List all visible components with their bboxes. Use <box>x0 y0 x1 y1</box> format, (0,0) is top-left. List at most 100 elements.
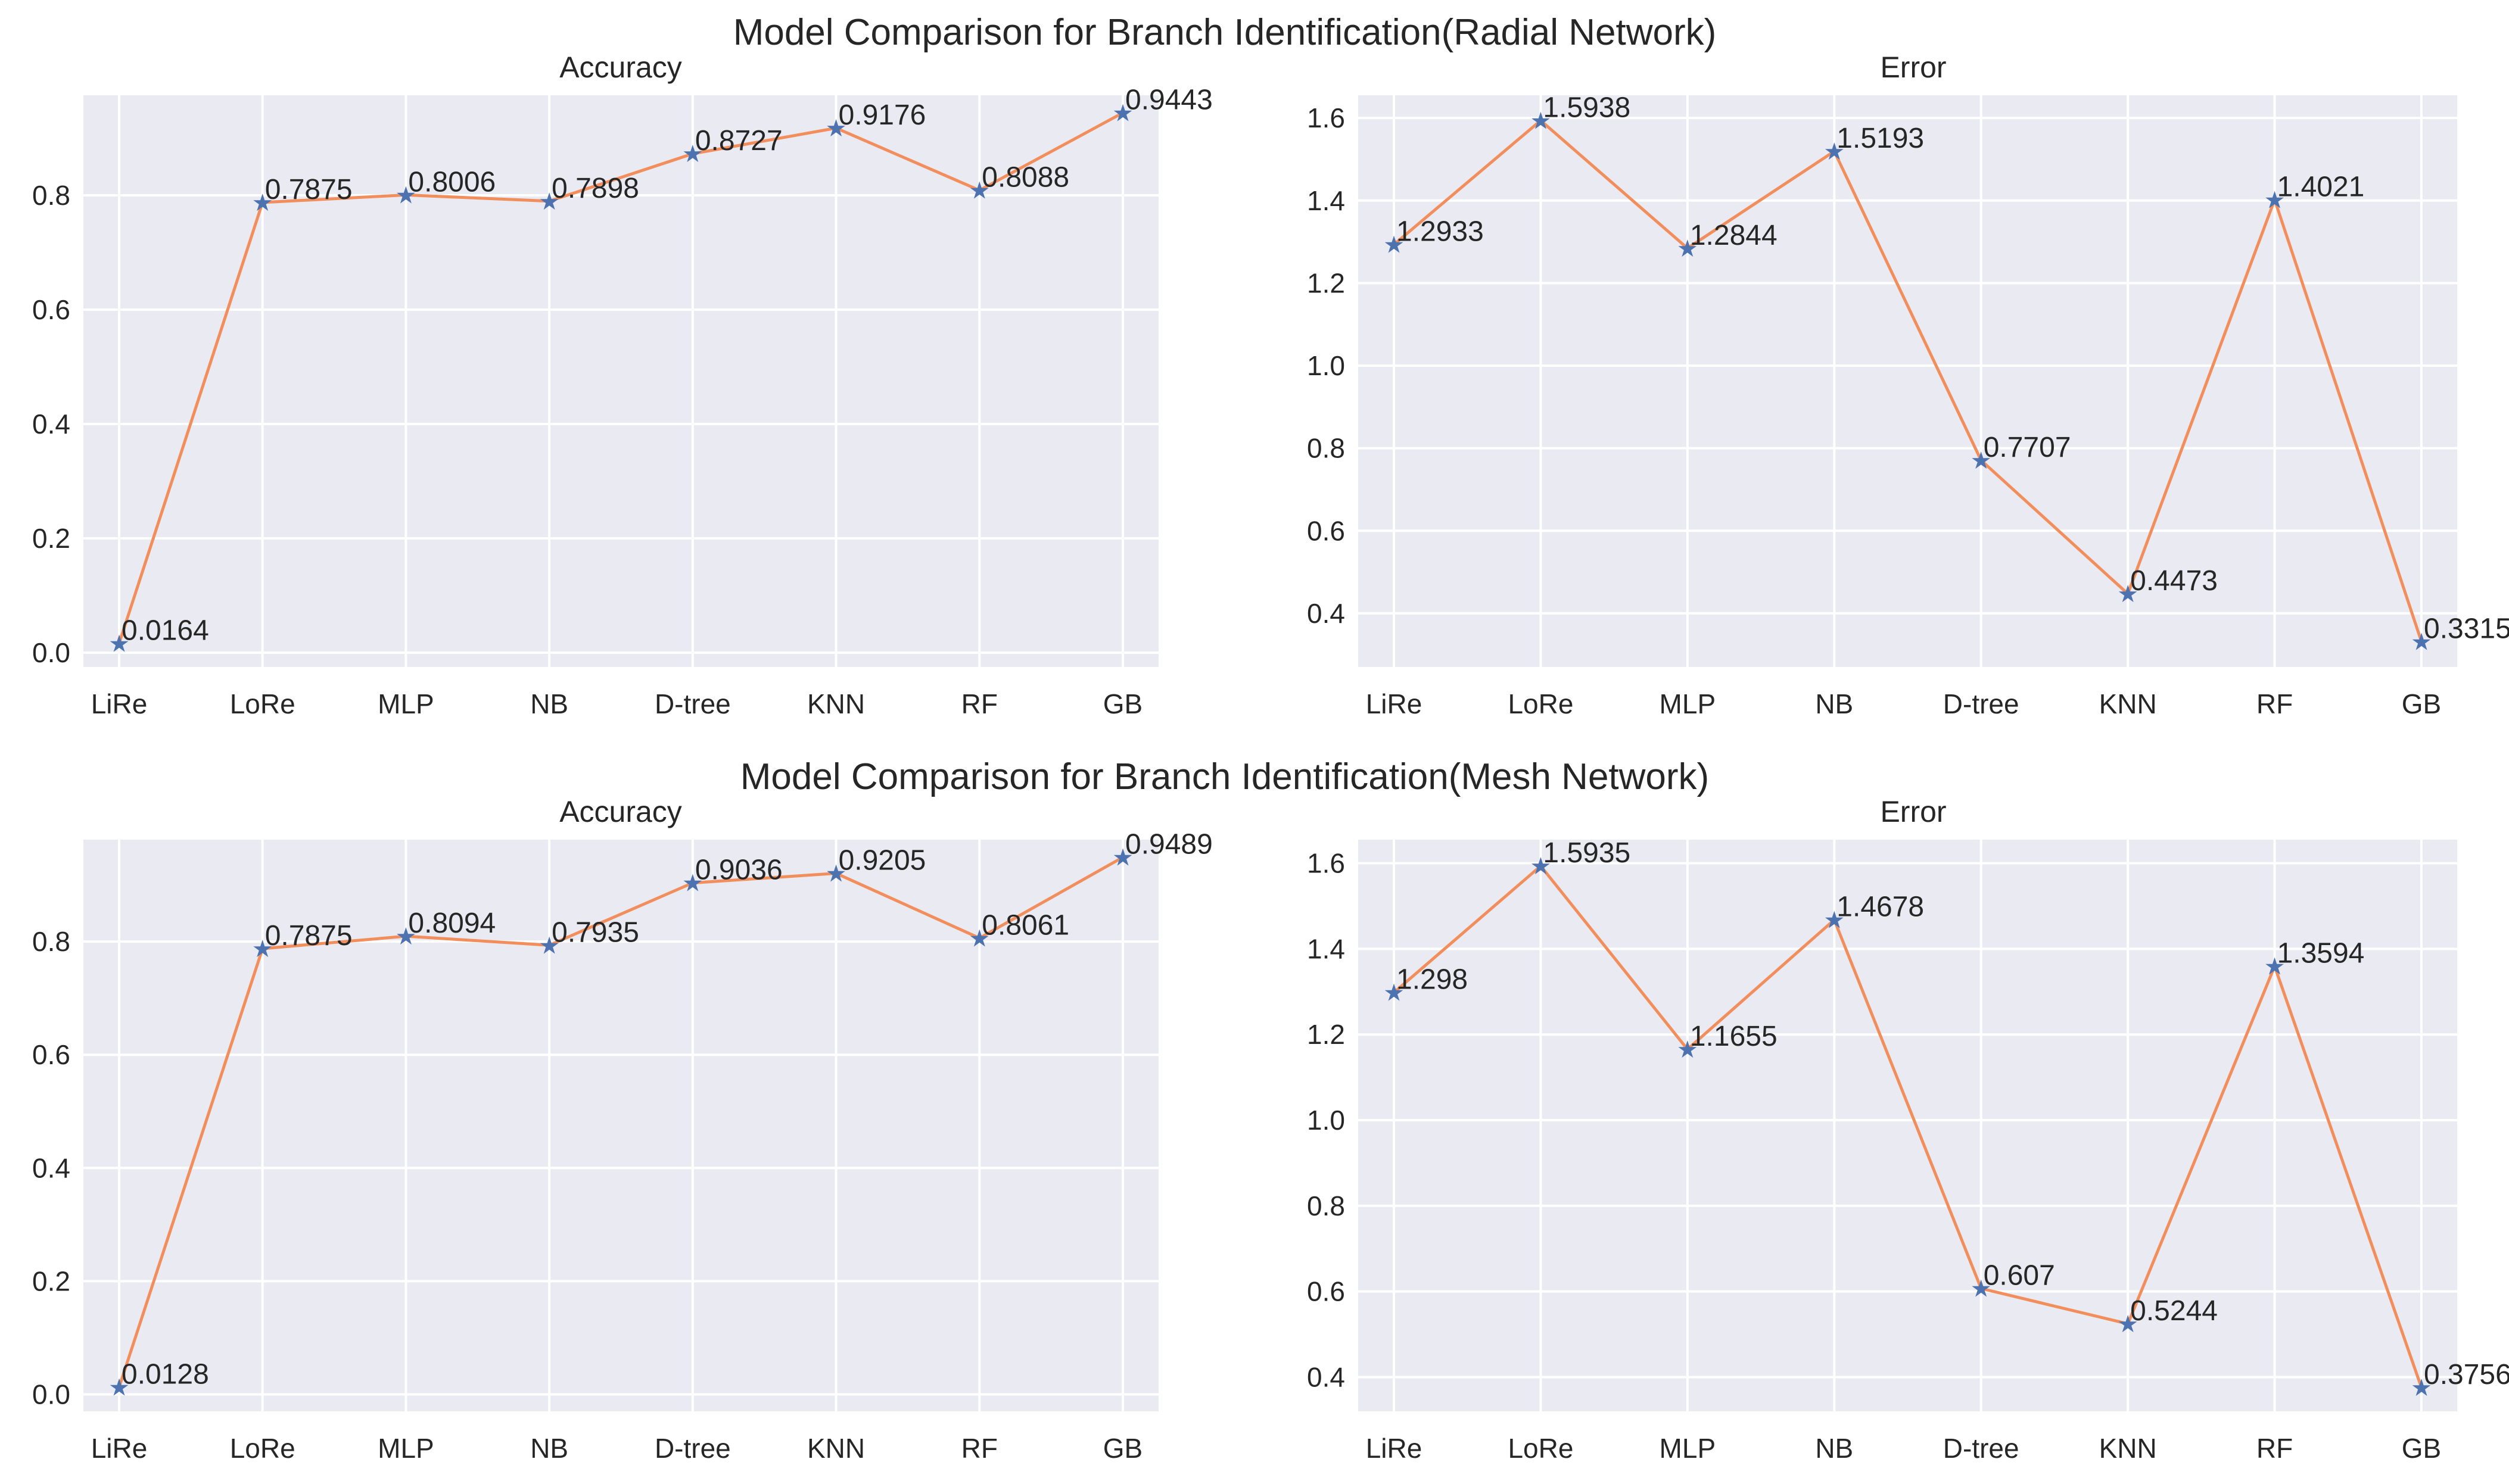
y-tick-label: 1.4 <box>1307 185 1345 216</box>
x-tick-label: MLP <box>378 688 434 719</box>
series-line <box>117 111 1124 644</box>
data-point-marker: ★ <box>826 861 847 887</box>
y-tick-label: 1.2 <box>1307 1019 1345 1050</box>
data-point-marker: ★ <box>682 141 703 167</box>
data-point-marker: ★ <box>108 631 130 657</box>
chart-title: Error <box>1880 795 1946 828</box>
x-tick-label: D-tree <box>1943 1433 2019 1464</box>
y-tick-label: 1.0 <box>1307 1105 1345 1136</box>
y-tick-label: 0.6 <box>32 1039 70 1070</box>
data-point-marker: ★ <box>1112 100 1134 126</box>
data-label: 0.9176 <box>839 99 926 131</box>
x-tick-label: LiRe <box>91 688 148 719</box>
data-point-marker: ★ <box>1383 980 1405 1006</box>
x-tick-label: NB <box>1815 1433 1853 1464</box>
data-point-marker: ★ <box>1112 845 1134 871</box>
chart-mesh-error: Error 0.4 0.6 0.8 1.0 1.2 1.4 1.6 LiRe LoRe MLP NB… <box>1307 795 2509 1464</box>
data-point-marker: ★ <box>395 924 416 950</box>
data-label: 0.7898 <box>552 173 639 204</box>
x-tick-label: KNN <box>2099 1433 2157 1464</box>
data-label: 0.3756 <box>2424 1359 2509 1391</box>
data-point-marker: ★ <box>2264 187 2286 213</box>
x-tick-label: NB <box>1815 688 1853 719</box>
data-label: 1.4678 <box>1836 891 1924 923</box>
data-label: 0.0128 <box>122 1358 209 1390</box>
y-tick-label: 0.8 <box>32 180 70 211</box>
data-point-marker: ★ <box>826 116 847 142</box>
data-label: 1.5938 <box>1543 92 1630 123</box>
x-tick-label: GB <box>1103 1433 1143 1464</box>
y-tick-label: 0.6 <box>32 294 70 325</box>
data-label: 1.5935 <box>1543 837 1630 869</box>
y-tick-label: 1.2 <box>1307 267 1345 298</box>
data-label: 0.0164 <box>122 615 209 646</box>
y-tick-label: 0.4 <box>1307 598 1345 629</box>
y-tick-label: 1.6 <box>1307 102 1345 133</box>
data-label: 1.2844 <box>1690 220 1778 251</box>
x-tick-label: LiRe <box>1366 1433 1422 1464</box>
data-label: 0.8727 <box>695 125 783 157</box>
data-label: 0.8061 <box>982 909 1069 941</box>
y-tick-label: 1.0 <box>1307 350 1345 381</box>
chart-radial-error: Error 0.4 0.6 0.8 1.0 1.2 1.4 1.6 LiRe LoRe MLP NB… <box>1307 51 2509 719</box>
data-point-marker: ★ <box>1677 1037 1698 1063</box>
series-line <box>1393 864 2423 1388</box>
data-label: 0.7875 <box>265 174 353 205</box>
x-tick-label: D-tree <box>1943 688 2019 719</box>
data-point-marker: ★ <box>1823 908 1845 934</box>
y-tick-label: 0.4 <box>32 1152 70 1183</box>
series-line <box>1393 119 2423 643</box>
data-label: 0.7935 <box>552 916 639 948</box>
x-tick-label: LoRe <box>230 1433 295 1464</box>
chart-title: Accuracy <box>559 51 682 84</box>
data-label: 0.8094 <box>408 908 496 939</box>
data-point-marker: ★ <box>1530 853 1551 880</box>
data-label: 0.8006 <box>408 166 496 198</box>
x-tick-label: GB <box>2402 1433 2441 1464</box>
y-tick-label: 0.8 <box>32 926 70 957</box>
data-label: 0.9205 <box>839 845 926 877</box>
y-tick-label: 0.4 <box>32 409 70 439</box>
data-point-marker: ★ <box>1971 448 1992 474</box>
series-line <box>117 856 1124 1388</box>
y-tick-label: 0.0 <box>32 1379 70 1410</box>
x-tick-label: MLP <box>378 1433 434 1464</box>
data-label: 0.8088 <box>982 162 1069 194</box>
x-tick-label: NB <box>530 688 568 719</box>
data-label: 1.2933 <box>1396 216 1484 248</box>
y-tick-label: 0.8 <box>1307 1190 1345 1221</box>
x-tick-label: RF <box>961 688 998 719</box>
chart-title: Error <box>1880 51 1946 84</box>
data-point-marker: ★ <box>108 1374 130 1401</box>
x-tick-label: KNN <box>807 688 865 719</box>
x-tick-label: GB <box>2402 688 2441 719</box>
data-label: 1.5193 <box>1836 123 1924 154</box>
y-tick-label: 0.6 <box>1307 515 1345 546</box>
data-point-marker: ★ <box>2264 954 2286 980</box>
y-tick-label: 0.0 <box>32 637 70 668</box>
data-point-marker: ★ <box>1530 108 1551 134</box>
data-point-marker: ★ <box>2411 629 2432 655</box>
data-point-marker: ★ <box>1677 236 1698 262</box>
data-point-marker: ★ <box>538 189 560 215</box>
data-label: 1.3594 <box>2277 938 2365 969</box>
plot-area <box>1358 840 2457 1411</box>
x-tick-label: KNN <box>807 1433 865 1464</box>
data-point-marker: ★ <box>2411 1375 2432 1401</box>
chart-mesh-accuracy: Accuracy 0.0 0.2 0.4 0.6 0.8 LiRe LoRe MLP NB D-t… <box>32 795 1213 1464</box>
y-tick-label: 0.2 <box>32 523 70 554</box>
data-label: 0.7707 <box>1984 432 2071 463</box>
data-point-marker: ★ <box>252 190 273 216</box>
data-label: 0.7875 <box>265 920 353 952</box>
x-tick-label: D-tree <box>655 688 731 719</box>
data-label: 0.5244 <box>2130 1295 2218 1327</box>
data-label: 1.4021 <box>2277 171 2365 202</box>
x-tick-label: NB <box>530 1433 568 1464</box>
data-point-marker: ★ <box>969 178 990 204</box>
x-tick-label: LiRe <box>91 1433 148 1464</box>
x-tick-label: RF <box>2256 1433 2293 1464</box>
data-point-marker: ★ <box>1383 232 1405 258</box>
data-label: 0.3315 <box>2424 613 2509 644</box>
data-point-marker: ★ <box>682 871 703 897</box>
